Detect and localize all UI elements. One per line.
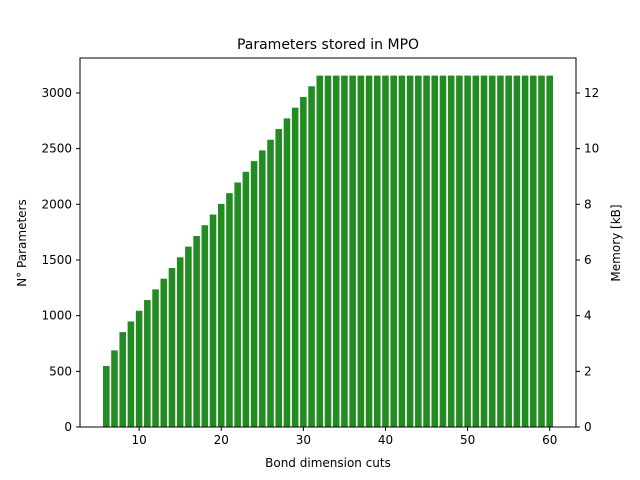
bar-33 — [324, 75, 332, 427]
bar-6 — [102, 365, 110, 427]
x-tick-label: 40 — [378, 433, 393, 447]
x-tick-label: 30 — [296, 433, 311, 447]
bar-47 — [439, 75, 447, 427]
bar-32 — [316, 75, 324, 427]
bar-10 — [135, 310, 143, 427]
bar-59 — [538, 75, 545, 427]
x-tick-label: 20 — [214, 433, 229, 447]
bar-31 — [308, 86, 315, 428]
bar-27 — [275, 129, 283, 427]
bars-group — [102, 75, 554, 428]
bar-60 — [546, 75, 554, 427]
bar-8 — [119, 332, 126, 427]
bar-53 — [488, 75, 496, 427]
y2-tick-label: 0 — [584, 420, 592, 434]
bar-7 — [111, 350, 118, 427]
bar-13 — [160, 278, 168, 427]
chart-title: Parameters stored in MPO — [237, 37, 419, 53]
y2-tick-label: 6 — [584, 253, 592, 267]
bar-28 — [283, 118, 291, 427]
bar-46 — [431, 75, 439, 427]
bar-42 — [398, 75, 406, 427]
bar-52 — [480, 75, 488, 427]
y-tick-label: 3000 — [41, 86, 72, 100]
bar-35 — [341, 75, 348, 427]
y2-axis-label: Memory [kB] — [609, 204, 623, 281]
y2-tick-label: 8 — [584, 197, 592, 211]
y-tick-label: 1000 — [41, 309, 72, 323]
bar-58 — [530, 75, 537, 427]
y-tick-label: 2500 — [41, 142, 72, 156]
bar-56 — [513, 75, 521, 427]
bar-18 — [201, 225, 209, 427]
x-tick-label: 60 — [542, 433, 557, 447]
bar-39 — [373, 75, 381, 427]
y2-tick-label: 10 — [584, 142, 599, 156]
bar-9 — [127, 321, 135, 427]
bar-51 — [472, 75, 480, 427]
bar-21 — [226, 193, 233, 427]
x-axis: 10 20 30 40 50 60 — [131, 427, 557, 447]
bar-43 — [406, 75, 414, 427]
bar-26 — [267, 139, 274, 427]
bar-30 — [300, 96, 307, 427]
bar-44 — [415, 75, 422, 427]
y-tick-label: 500 — [49, 364, 72, 378]
bar-55 — [505, 75, 512, 427]
bar-54 — [497, 75, 504, 427]
y-tick-label: 0 — [64, 420, 72, 434]
bar-20 — [217, 203, 225, 427]
bar-17 — [193, 235, 200, 427]
bar-11 — [144, 300, 151, 427]
bar-23 — [242, 171, 250, 427]
bar-37 — [357, 75, 365, 427]
bar-29 — [291, 107, 299, 428]
bar-22 — [234, 182, 241, 427]
y2-tick-label: 4 — [584, 309, 592, 323]
bar-45 — [423, 75, 430, 427]
bar-24 — [250, 161, 258, 428]
bar-57 — [521, 75, 529, 427]
bar-14 — [168, 267, 176, 427]
y-tick-label: 2000 — [41, 197, 72, 211]
bar-19 — [209, 214, 217, 427]
bar-25 — [259, 150, 266, 427]
y-axis-left: 0 500 1000 1500 2000 2500 3000 — [41, 86, 80, 434]
bar-15 — [176, 257, 184, 427]
bar-40 — [382, 75, 389, 427]
x-tick-label: 10 — [131, 433, 146, 447]
bar-12 — [152, 289, 159, 427]
bar-50 — [464, 75, 471, 427]
y-tick-label: 1500 — [41, 253, 72, 267]
y2-tick-label: 2 — [584, 364, 592, 378]
bar-34 — [332, 75, 340, 427]
bar-38 — [365, 75, 373, 427]
x-axis-label: Bond dimension cuts — [265, 456, 391, 470]
plot-frame — [79, 57, 577, 428]
y-axis-right: 0 2 4 6 8 10 12 — [576, 86, 599, 434]
bar-41 — [390, 75, 397, 427]
bar-36 — [349, 75, 356, 427]
x-tick-label: 50 — [460, 433, 475, 447]
y-axis-label: N° Parameters — [15, 199, 29, 286]
y2-tick-label: 12 — [584, 86, 599, 100]
bar-49 — [456, 75, 463, 427]
bar-48 — [447, 75, 455, 427]
bar-16 — [185, 246, 192, 427]
